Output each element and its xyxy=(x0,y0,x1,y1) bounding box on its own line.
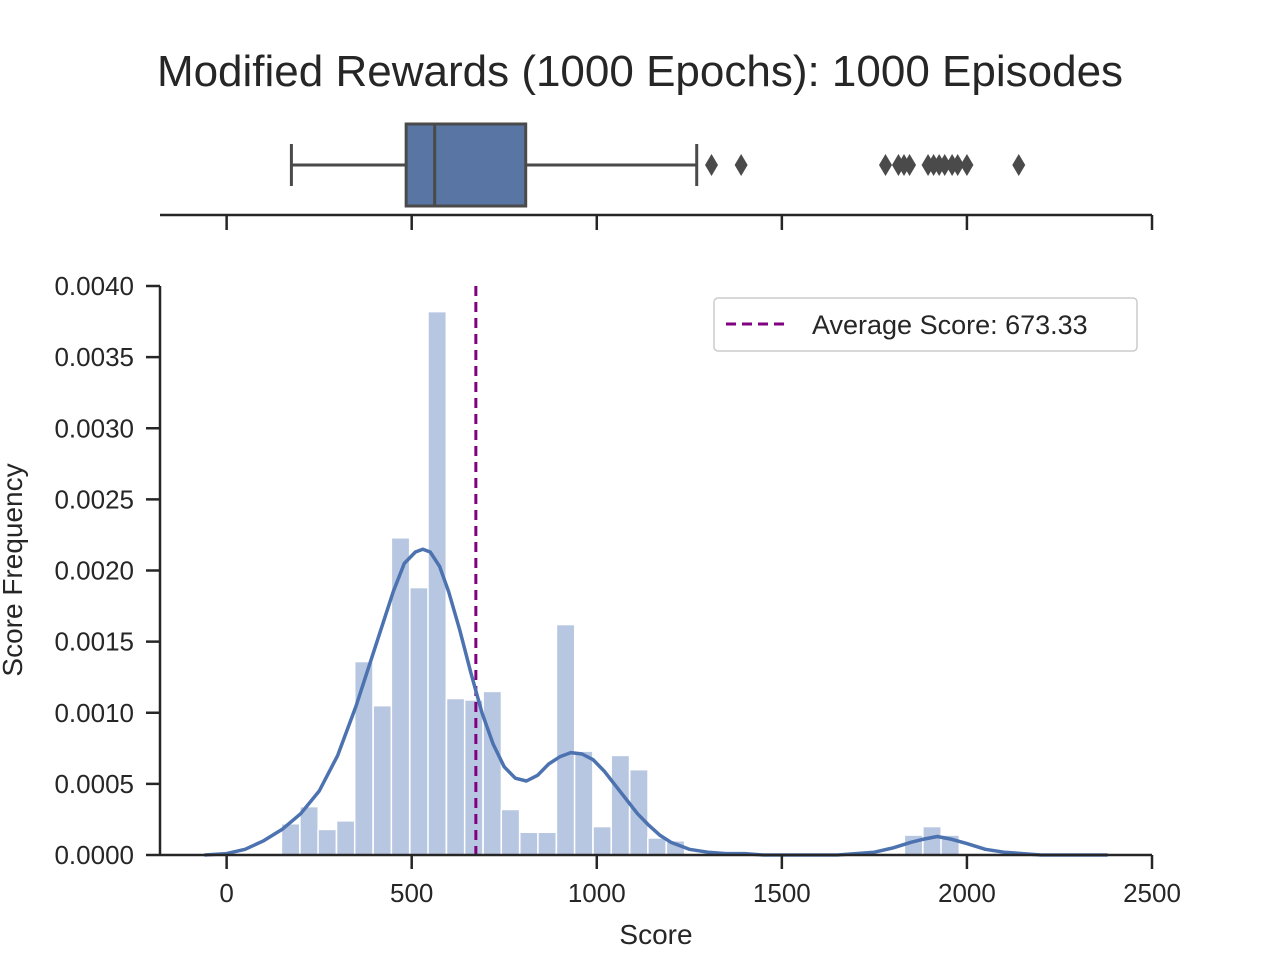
box-outlier xyxy=(878,154,892,176)
histogram-bar xyxy=(427,310,448,856)
histogram-bars xyxy=(280,310,961,856)
histogram-bar xyxy=(628,768,649,856)
histogram-bar xyxy=(647,837,667,856)
x-tick-label: 500 xyxy=(390,878,433,908)
histogram-axes: 0 500 1000 1500 2000 2500 0.0000 0.0005 0.0010 0.… xyxy=(54,271,1180,908)
kde-curve xyxy=(204,547,1108,857)
histogram-bar xyxy=(372,704,393,856)
box-outlier xyxy=(951,154,965,176)
y-tick-label: 0.0000 xyxy=(54,840,134,870)
histogram-bar xyxy=(463,699,484,856)
x-tick-label: 0 xyxy=(219,878,233,908)
y-tick-label: 0.0010 xyxy=(54,698,134,728)
y-tick-label: 0.0005 xyxy=(54,769,134,799)
legend-mean-label: Average Score: 673.33 xyxy=(812,310,1088,340)
histogram-bar xyxy=(409,586,429,856)
y-axis-label: Score Frequency xyxy=(0,463,28,676)
histogram-bar xyxy=(500,808,521,856)
histogram-bar xyxy=(353,660,374,856)
histogram-bar xyxy=(519,831,539,856)
legend-frame xyxy=(713,297,1138,352)
histogram-bar xyxy=(482,690,503,856)
y-tick-label: 0.0015 xyxy=(54,627,134,657)
histogram-bar xyxy=(335,820,356,856)
y-tick-label: 0.0040 xyxy=(54,271,134,301)
legend: Average Score: 673.33 xyxy=(713,297,1138,352)
x-tick-label: 1500 xyxy=(753,878,811,908)
x-tick-label: 2500 xyxy=(1123,878,1181,908)
histogram-bar xyxy=(922,825,942,856)
box-outlier xyxy=(960,154,974,176)
histogram-bar xyxy=(573,750,594,856)
x-tick-label: 2000 xyxy=(938,878,996,908)
x-tick-label: 1000 xyxy=(568,878,626,908)
histogram-bar xyxy=(610,754,631,856)
histogram-bar xyxy=(592,825,613,856)
box-iqr xyxy=(404,122,528,208)
histogram-bar xyxy=(317,828,338,856)
box-plot xyxy=(289,122,1026,208)
box-plot-x-axis xyxy=(160,213,1154,230)
box-outlier xyxy=(938,154,952,176)
kde-curve-layer xyxy=(204,547,1108,857)
box-outlier xyxy=(1012,154,1026,176)
y-tick-label: 0.0030 xyxy=(54,413,134,443)
histogram-bar xyxy=(537,831,557,856)
y-tick-label: 0.0020 xyxy=(54,556,134,586)
box-outlier xyxy=(734,154,748,176)
histogram-bar xyxy=(445,697,466,856)
box-outlier xyxy=(705,154,719,176)
y-tick-label: 0.0025 xyxy=(54,484,134,514)
histogram-bar xyxy=(555,623,576,856)
box-outlier xyxy=(903,154,917,176)
y-tick-label: 0.0035 xyxy=(54,342,134,372)
x-axis-label: Score xyxy=(619,919,692,950)
chart-title: Modified Rewards (1000 Epochs): 1000 Epi… xyxy=(157,47,1123,96)
